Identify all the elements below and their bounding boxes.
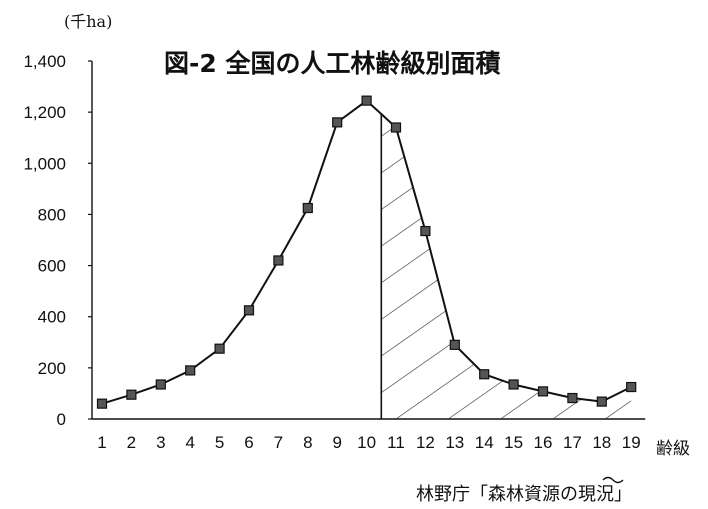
chart-title: 図-2 全国の人工林齢級別面積 (164, 49, 500, 78)
data-point (96, 398, 108, 409)
data-point (273, 255, 284, 266)
x-tick-label: 17 (563, 433, 582, 452)
y-tick-label: 1,400 (23, 52, 66, 71)
x-tick-labels: 1 2 3 4 5 6 7 8 9 10 11 12 13 14 15 16 17 18 19 (97, 433, 640, 452)
data-point (449, 339, 460, 350)
hatched-area (381, 114, 632, 419)
x-axis-label: 齢級 (656, 439, 690, 459)
data-point (479, 369, 490, 380)
x-tick-label: 13 (445, 433, 464, 452)
data-point (508, 379, 519, 390)
data-point (185, 365, 196, 376)
y-tick-labels: 0 200 400 600 800 1,000 1,200 1,400 (23, 52, 92, 429)
data-point (626, 381, 637, 393)
y-unit-label: (千ha) (64, 12, 112, 31)
x-tick-label: 3 (156, 433, 165, 452)
data-point (214, 343, 225, 354)
y-tick-label: 1,000 (23, 154, 66, 173)
data-point (420, 225, 431, 237)
x-tick-label: 7 (274, 433, 283, 452)
source-tilde (602, 476, 624, 484)
x-tick-label: 8 (303, 433, 312, 452)
data-point (596, 396, 607, 407)
x-tick-label: 14 (475, 433, 494, 452)
x-tick-label: 12 (416, 433, 435, 452)
data-point (361, 95, 372, 106)
axes (91, 61, 646, 420)
source-note: 林野庁「森林資源の現況」 (416, 484, 632, 505)
x-tick-label: 19 (622, 433, 641, 452)
y-tick-label: 600 (38, 257, 66, 276)
x-tick-label: 15 (504, 433, 523, 452)
data-point (390, 122, 402, 133)
x-tick-label: 2 (127, 433, 136, 452)
data-point (126, 389, 137, 400)
y-tick-label: 800 (38, 205, 66, 224)
y-tick-label: 0 (57, 410, 66, 429)
data-point (567, 392, 578, 404)
x-tick-label: 1 (97, 433, 106, 452)
x-tick-label: 6 (244, 433, 253, 452)
x-tick-label: 11 (387, 433, 405, 452)
x-tick-label: 9 (332, 433, 341, 452)
x-tick-label: 4 (185, 433, 194, 452)
data-point (302, 202, 313, 214)
data-point (243, 305, 255, 316)
y-tick-label: 400 (38, 308, 66, 327)
x-tick-label: 10 (357, 433, 376, 452)
data-point (537, 386, 549, 397)
series-line (101, 99, 632, 405)
y-tick-label: 200 (38, 359, 66, 378)
x-tick-label: 18 (592, 433, 611, 452)
data-points (96, 95, 637, 409)
data-point (332, 117, 343, 128)
y-tick-label: 1,200 (23, 103, 66, 122)
x-tick-label: 16 (534, 433, 553, 452)
data-point (155, 379, 166, 390)
x-tick-label: 5 (215, 433, 224, 452)
